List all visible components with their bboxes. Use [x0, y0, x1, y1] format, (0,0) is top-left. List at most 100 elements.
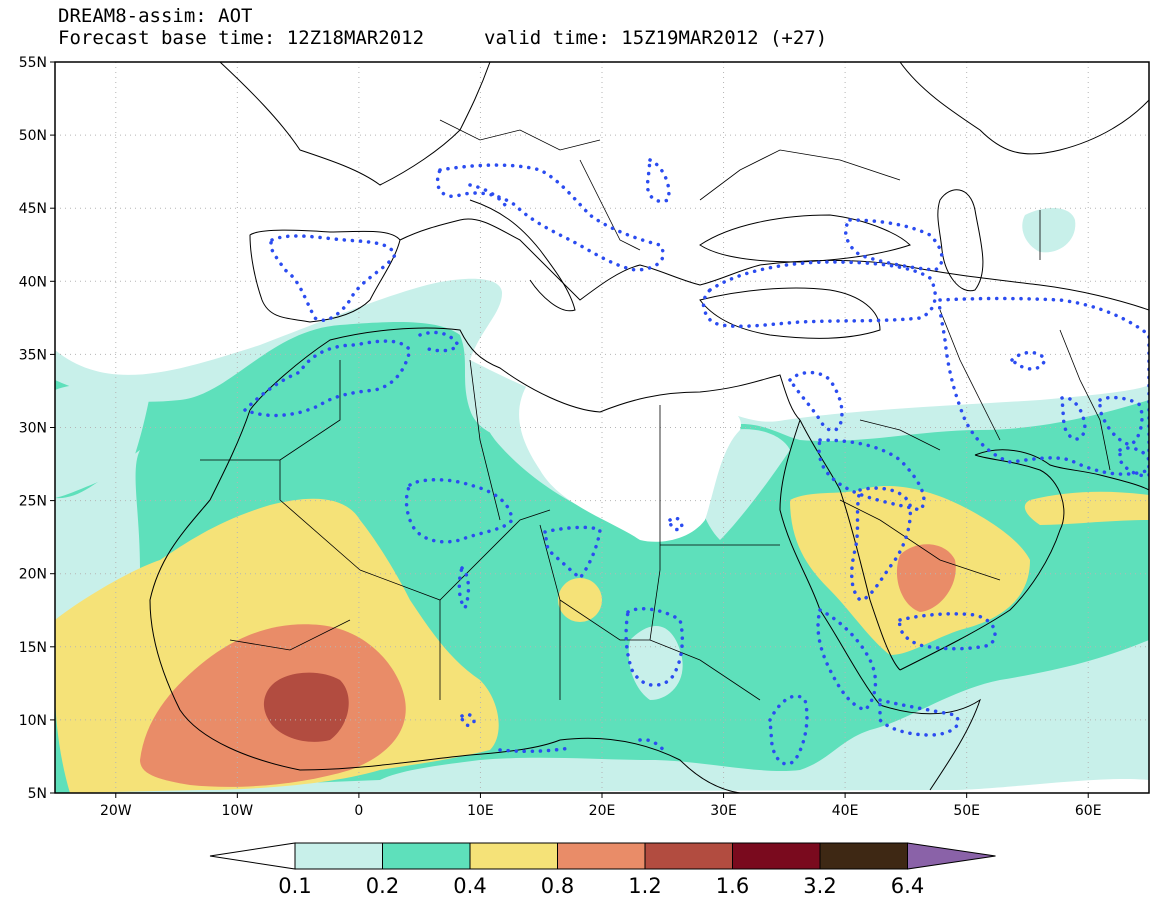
coastline-turkey	[699, 287, 881, 339]
border-1	[200, 459, 361, 571]
aot-field	[55, 208, 1149, 793]
border-8	[559, 599, 761, 701]
contour-iran	[937, 296, 1149, 476]
contour-arabia	[849, 486, 913, 602]
colorbar-swatch	[382, 842, 471, 870]
colorbar-under-triangle	[209, 842, 296, 870]
border-14	[439, 119, 601, 151]
lat-tick-label: 30N	[19, 421, 47, 437]
contour-balkans	[435, 163, 665, 272]
colorbar-label: 0.4	[453, 874, 486, 898]
coastline-red-sea-east	[799, 419, 901, 671]
colorbar-swatch	[557, 842, 646, 870]
contour-arabia-south	[897, 612, 997, 651]
border-10	[229, 619, 351, 651]
coastline-north-africa	[249, 327, 801, 421]
coastlines	[149, 62, 1149, 793]
coastline-west-africa	[149, 409, 561, 771]
contour-sudan-east	[768, 694, 809, 766]
lat-tick-label: 5N	[28, 786, 47, 802]
contour-algeria-south	[404, 478, 514, 544]
coastline-europe	[399, 218, 1149, 311]
contour-arabia-north	[817, 438, 926, 512]
lat-tick-label: 40N	[19, 274, 47, 290]
contour-chad	[543, 525, 602, 581]
contour-gulf-guinea	[498, 746, 572, 754]
lat-tick-label: 35N	[19, 347, 47, 363]
border-17	[939, 309, 1001, 441]
coastline-italy	[469, 199, 576, 312]
coastline-caspian	[937, 189, 984, 292]
border-13	[579, 159, 641, 251]
coastline-iberia	[249, 229, 401, 323]
lon-tick-label: 50E	[953, 803, 980, 819]
colorbar-over-triangle	[907, 842, 996, 870]
contour-nigeria	[460, 712, 476, 728]
aot-white	[519, 380, 741, 542]
border-11	[839, 499, 1001, 581]
lon-tick-label: 0	[354, 803, 363, 819]
colorbar: 0.1 0.2 0.4 0.8 1.2 1.6 3.2 6.4	[209, 842, 996, 898]
valid-time-label: valid time: 15Z19MAR2012 (+27)	[484, 27, 828, 49]
contour-romania	[645, 157, 671, 203]
colorbar-swatch	[469, 842, 558, 870]
aot-band-0.8-arabia	[896, 544, 956, 612]
colorbar-label: 1.6	[716, 874, 749, 898]
colorbar-label: 0.1	[278, 874, 311, 898]
contour-lines	[241, 157, 1149, 766]
country-borders	[200, 119, 1111, 701]
border-2	[279, 360, 341, 461]
border-12	[859, 419, 941, 451]
colorbar-swatch	[732, 842, 821, 870]
map-title: DREAM8-assim: AOT	[58, 5, 253, 27]
lon-tick-label: 20W	[100, 803, 132, 819]
aot-band-1.2	[263, 672, 349, 742]
colorbar-label: 0.8	[541, 874, 574, 898]
colorbar-label: 3.2	[803, 874, 836, 898]
coastline-horn-africa	[879, 698, 981, 791]
map-gridlines	[55, 62, 1149, 793]
contour-niger	[457, 564, 471, 612]
lat-tick-label: 15N	[19, 640, 47, 656]
border-15	[699, 149, 901, 201]
colorbar-label: 1.2	[628, 874, 661, 898]
border-6	[649, 405, 661, 641]
border-4	[469, 359, 501, 521]
contour-iberia	[269, 234, 397, 322]
lat-tick-label: 20N	[19, 567, 47, 583]
lat-tick-label: 50N	[19, 128, 47, 144]
lon-tick-label: 40E	[832, 803, 859, 819]
contour-turkey	[701, 260, 937, 329]
lon-tick-label: 30E	[710, 803, 737, 819]
coastline-scandinavia	[899, 62, 1149, 155]
colorbar-swatch	[294, 842, 383, 870]
contour-iran-small	[1009, 350, 1047, 371]
contour-congo	[638, 737, 667, 754]
contour-levant	[787, 370, 844, 433]
lat-tick-label: 45N	[19, 201, 47, 217]
aot-gap-3	[55, 384, 150, 498]
aot-band-0.4-oman	[1024, 491, 1149, 525]
coastline-arabia	[899, 454, 1065, 671]
contour-caucasus	[843, 218, 944, 272]
colorbar-label: 0.2	[366, 874, 399, 898]
lon-tick-label: 60E	[1075, 803, 1102, 819]
lon-tick-label: 10E	[467, 803, 494, 819]
aot-band-0.1-east	[1022, 208, 1076, 253]
colorbar-label: 6.4	[891, 874, 924, 898]
base-time-label: Forecast base time: 12Z18MAR2012	[58, 27, 425, 49]
border-3	[359, 509, 551, 601]
aot-band-0.4-central	[558, 578, 602, 622]
coastline-gulf-of-guinea	[559, 737, 741, 793]
coastline-persian-gulf	[974, 449, 1149, 491]
lat-tick-label: 25N	[19, 494, 47, 510]
lon-tick-label: 10W	[221, 803, 253, 819]
lat-tick-label: 55N	[19, 55, 47, 71]
contour-algeria	[418, 330, 461, 353]
coastline-north-europe	[219, 62, 491, 186]
latitude-axis: 55N 50N 45N 40N 35N 30N 25N 20N 15N 10N 5N	[19, 55, 55, 802]
lat-tick-label: 10N	[19, 713, 47, 729]
colorbar-swatch	[644, 842, 733, 870]
coastline-red-sea-west	[779, 419, 881, 706]
